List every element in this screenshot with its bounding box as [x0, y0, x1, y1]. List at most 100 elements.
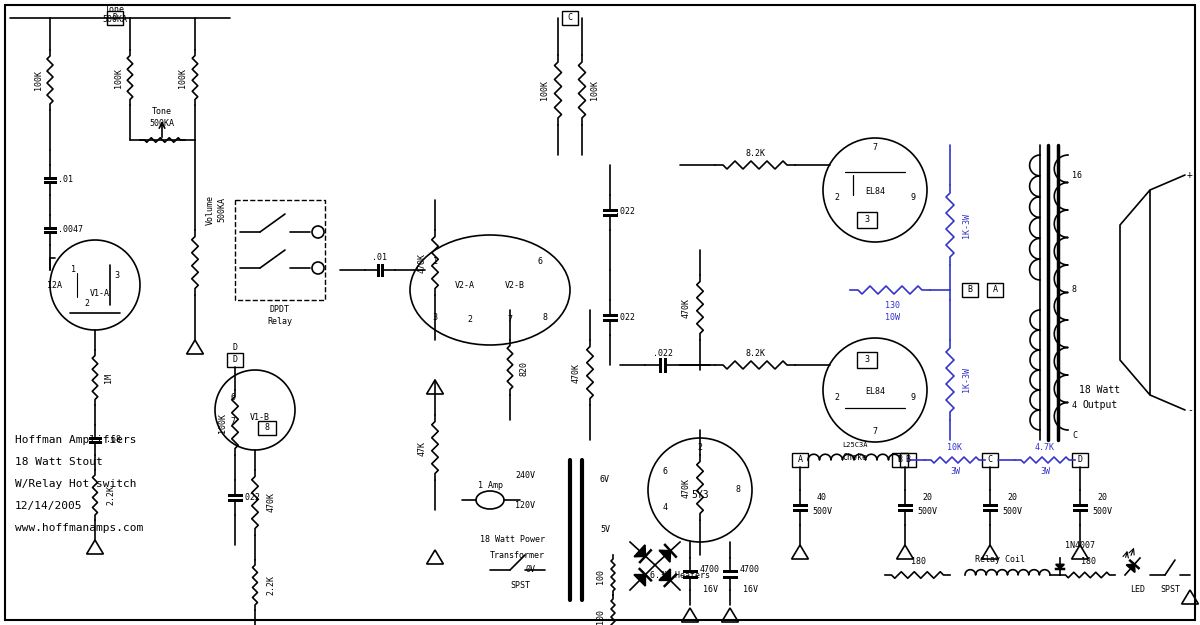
Text: 100K: 100K	[590, 80, 600, 100]
Text: 6V: 6V	[600, 476, 610, 484]
Text: 100: 100	[595, 609, 605, 624]
Text: 0V: 0V	[526, 566, 535, 574]
Text: 7: 7	[872, 428, 877, 436]
Text: Choke: Choke	[842, 454, 868, 462]
Text: B: B	[967, 286, 972, 294]
Text: .68: .68	[106, 436, 120, 444]
Bar	[986, 283, 1003, 297]
Text: 100: 100	[595, 569, 605, 584]
Text: 100K: 100K	[179, 68, 187, 88]
Text: L25C3A: L25C3A	[842, 442, 868, 448]
Text: 8.2K: 8.2K	[745, 149, 766, 158]
Text: 18 Watt Power: 18 Watt Power	[480, 536, 545, 544]
Text: 7: 7	[508, 316, 512, 324]
Text: SPST: SPST	[510, 581, 530, 589]
Text: 180: 180	[1080, 558, 1096, 566]
Text: 470K: 470K	[266, 492, 276, 512]
Text: 500KA: 500KA	[217, 198, 227, 222]
Text: D: D	[1078, 456, 1082, 464]
Text: Volume: Volume	[205, 195, 215, 225]
Text: 8: 8	[542, 314, 547, 322]
Text: 8: 8	[264, 424, 270, 432]
Bar	[1072, 453, 1088, 467]
Text: 2.2K: 2.2K	[107, 485, 115, 505]
Text: .0047: .0047	[58, 226, 83, 234]
Text: 2: 2	[834, 394, 840, 402]
Text: 6: 6	[662, 468, 667, 476]
Text: 12/14/2005: 12/14/2005	[14, 501, 83, 511]
Text: 12A: 12A	[48, 281, 62, 289]
Text: 240V: 240V	[515, 471, 535, 479]
Text: 2.2K: 2.2K	[266, 575, 276, 595]
Text: V1-A: V1-A	[90, 289, 110, 298]
Text: 820: 820	[520, 361, 528, 376]
Text: 1: 1	[432, 258, 438, 266]
Bar	[792, 453, 808, 467]
Text: W/Relay Hot switch: W/Relay Hot switch	[14, 479, 137, 489]
Text: 180: 180	[911, 558, 925, 566]
Text: 20: 20	[1097, 494, 1108, 502]
Text: 3W: 3W	[1040, 468, 1050, 476]
Text: 3: 3	[432, 314, 438, 322]
Polygon shape	[1056, 564, 1064, 569]
Bar	[982, 453, 998, 467]
Text: 500V: 500V	[812, 508, 832, 516]
Text: .022: .022	[616, 208, 635, 216]
Text: V2-B: V2-B	[505, 281, 526, 289]
Polygon shape	[659, 569, 671, 581]
Text: 3: 3	[114, 271, 120, 279]
Bar	[857, 212, 877, 228]
Text: A: A	[992, 286, 997, 294]
Text: Tone: Tone	[106, 6, 125, 14]
Text: 20: 20	[1007, 494, 1018, 502]
Text: 1 Amp: 1 Amp	[478, 481, 503, 489]
Text: 1N4007: 1N4007	[1066, 541, 1096, 549]
Text: 470K: 470K	[418, 253, 426, 273]
Text: 16V: 16V	[743, 586, 757, 594]
Text: 7: 7	[872, 144, 877, 152]
Bar	[962, 283, 978, 297]
Polygon shape	[1127, 564, 1135, 572]
Text: 18 Watt Stout: 18 Watt Stout	[14, 457, 103, 467]
Text: 500V: 500V	[917, 508, 937, 516]
Text: 18 Watt: 18 Watt	[1080, 385, 1121, 395]
Text: 470K: 470K	[682, 478, 690, 498]
Text: 470K: 470K	[682, 298, 690, 318]
Text: A: A	[798, 456, 803, 464]
Text: 3W: 3W	[950, 468, 960, 476]
Text: 8: 8	[1072, 286, 1078, 294]
Text: D: D	[113, 14, 118, 22]
Bar	[892, 453, 908, 467]
Bar	[562, 11, 578, 25]
Text: V2-A: V2-A	[455, 281, 475, 289]
Text: EL84: EL84	[865, 388, 886, 396]
Text: EL84: EL84	[865, 188, 886, 196]
Bar	[227, 353, 242, 367]
Text: LED: LED	[1130, 586, 1146, 594]
Text: C: C	[988, 456, 992, 464]
Text: 16V: 16V	[702, 586, 718, 594]
Bar	[857, 352, 877, 368]
Text: DPDT: DPDT	[270, 306, 290, 314]
Text: 100K: 100K	[34, 70, 42, 90]
Text: 20: 20	[922, 494, 932, 502]
Text: 470K: 470K	[571, 363, 581, 383]
Text: 2: 2	[697, 444, 702, 452]
Polygon shape	[659, 551, 671, 562]
Text: 500V: 500V	[1002, 508, 1022, 516]
Text: Relay Coil: Relay Coil	[974, 556, 1025, 564]
Text: 100K: 100K	[114, 68, 122, 88]
Text: 4700: 4700	[740, 566, 760, 574]
Text: +: +	[1187, 170, 1193, 180]
Text: V1-B: V1-B	[250, 414, 270, 422]
Bar	[107, 11, 124, 25]
Text: 6.3V Heaters: 6.3V Heaters	[650, 571, 710, 579]
Text: 1K-3W: 1K-3W	[961, 213, 971, 238]
Text: 4: 4	[1072, 401, 1078, 409]
Text: 9: 9	[911, 194, 916, 202]
Text: 100K: 100K	[217, 413, 227, 433]
Bar	[258, 421, 276, 435]
Text: 1: 1	[71, 266, 76, 274]
Bar	[235, 200, 325, 300]
Text: Transformer: Transformer	[490, 551, 545, 559]
